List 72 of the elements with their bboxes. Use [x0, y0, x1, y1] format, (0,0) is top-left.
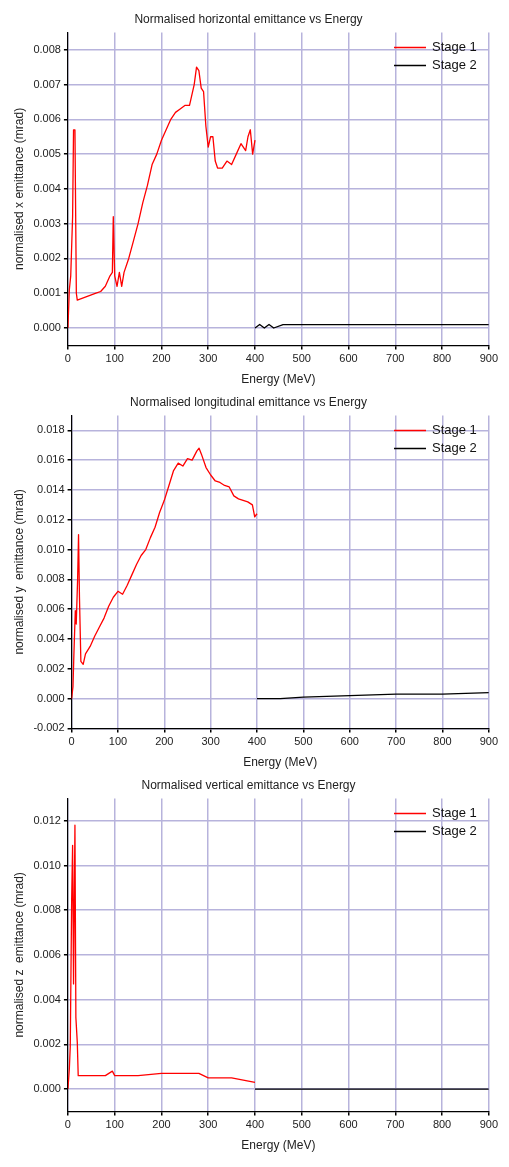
legend-label: Stage 2: [432, 822, 477, 838]
y-tick-label: 0.003: [33, 216, 61, 229]
y-tick-label: 0.002: [33, 251, 61, 264]
y-tick-label: 0.016: [37, 453, 65, 466]
legend-label: Stage 1: [432, 804, 477, 820]
x-tick-label: 600: [339, 1118, 358, 1131]
x-tick-label: 400: [247, 735, 267, 748]
y-tick-label: 0.008: [37, 572, 65, 585]
x-tick-label: 400: [245, 1118, 265, 1131]
x-tick-label: 900: [479, 735, 498, 748]
legend-label: Stage 2: [432, 439, 477, 455]
x-tick-label: 300: [199, 1118, 218, 1131]
y-tick-label: 0.006: [33, 947, 61, 960]
y-tick-label: 0.005: [33, 147, 61, 160]
x-tick-label: 0: [64, 352, 71, 365]
y-axis-title: normalised z emittance (mrad): [11, 872, 26, 1038]
legend-label: Stage 2: [432, 56, 477, 72]
x-tick-label: 300: [201, 735, 220, 748]
y-tick-label: 0.000: [33, 321, 61, 334]
y-tick-label: 0.007: [33, 77, 61, 90]
x-axis-title: Energy (MeV): [241, 372, 316, 387]
y-tick-label: 0.000: [37, 691, 65, 704]
y-axis-title: normalised y emittance (mrad): [11, 489, 26, 655]
x-tick-label: 300: [199, 352, 218, 365]
x-tick-label: 200: [152, 1118, 171, 1131]
y-axis-title: normalised x emittance (mrad): [11, 107, 26, 270]
y-tick-label: 0.002: [37, 661, 65, 674]
x-tick-label: 700: [386, 352, 405, 365]
y-tick-label: 0.002: [33, 1037, 61, 1050]
x-tick-label: 100: [105, 352, 124, 365]
x-axis-title: Energy (MeV): [243, 755, 318, 770]
x-tick-label: 800: [433, 735, 452, 748]
chart-title: Normalised horizontal emittance vs Energy: [134, 11, 363, 26]
x-tick-label: 900: [479, 352, 498, 365]
y-tick-label: 0.010: [33, 858, 61, 871]
x-tick-label: 600: [340, 735, 359, 748]
x-tick-label: 500: [292, 352, 311, 365]
x-tick-label: 0: [64, 1118, 71, 1131]
y-tick-label: 0.018: [37, 423, 65, 436]
y-tick-label: 0.012: [33, 813, 61, 826]
x-tick-label: 100: [105, 1118, 124, 1131]
x-axis-title: Energy (MeV): [241, 1138, 316, 1153]
x-tick-label: 900: [479, 1118, 498, 1131]
y-tick-label: 0.008: [33, 903, 61, 916]
x-tick-label: 400: [245, 352, 265, 365]
y-tick-label: 0.012: [37, 512, 65, 525]
y-tick-label: 0.004: [33, 181, 61, 194]
x-tick-label: 800: [432, 352, 452, 365]
y-tick-label: 0.014: [37, 482, 65, 495]
y-tick-label: 0.006: [37, 602, 65, 615]
x-tick-label: 700: [386, 1118, 405, 1131]
y-tick-label: 0.004: [33, 992, 61, 1005]
x-tick-label: 500: [294, 735, 313, 748]
x-tick-label: 800: [432, 1118, 452, 1131]
x-tick-label: 200: [155, 735, 174, 748]
legend-label: Stage 1: [432, 421, 477, 437]
x-tick-label: 700: [386, 735, 406, 748]
chart-title: Normalised vertical emittance vs Energy: [141, 777, 356, 792]
y-tick-label: 0.000: [33, 1082, 61, 1095]
chart-title: Normalised longitudinal emittance vs Energy: [130, 394, 367, 409]
x-tick-label: 500: [292, 1118, 311, 1131]
x-tick-label: 200: [152, 352, 171, 365]
y-tick-label: 0.010: [37, 542, 65, 555]
y-tick-label: 0.008: [33, 42, 61, 55]
x-tick-label: 100: [108, 735, 128, 748]
y-tick-label: 0.004: [37, 632, 65, 644]
y-tick-label: 0.001: [33, 286, 61, 299]
y-tick-label: 0.006: [33, 112, 61, 125]
x-tick-label: 600: [339, 352, 358, 365]
legend-label: Stage 1: [432, 38, 477, 54]
y-tick-label: -0.002: [33, 721, 65, 734]
x-tick-label: 0: [68, 735, 75, 748]
